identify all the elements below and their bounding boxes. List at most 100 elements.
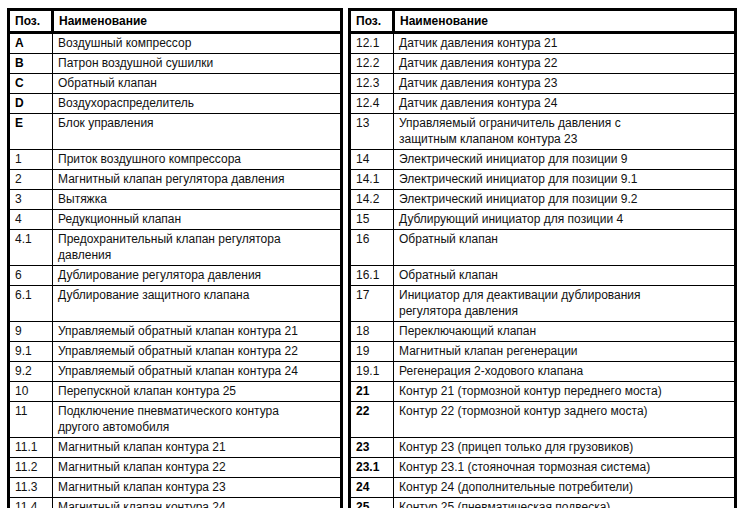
name-cell: Управляемый обратный клапан контура 24 — [53, 362, 342, 382]
left-name-header: Наименование — [53, 10, 342, 33]
pos-cell: 9.2 — [9, 362, 53, 382]
pos-cell: E — [9, 114, 53, 150]
name-cell: Дублирование защитного клапана — [53, 286, 342, 322]
pos-cell: 22 — [350, 402, 394, 438]
document-page: Поз. Наименование Поз. Наименование AВоз… — [0, 0, 741, 508]
left-pos-header: Поз. — [9, 10, 53, 33]
table-row: 9Управляемый обратный клапан контура 211… — [9, 322, 736, 342]
pos-cell: 15 — [350, 210, 394, 230]
pos-cell: 6.1 — [9, 286, 53, 322]
name-cell: Магнитный клапан контура 24 — [53, 498, 342, 508]
name-cell: Магнитный клапан контура 21 — [53, 438, 342, 458]
name-cell: Патрон воздушной сушилки — [53, 54, 342, 74]
pos-cell: 12.3 — [350, 74, 394, 94]
name-cell: Электрический инициатор для позиции 9 — [394, 150, 736, 170]
table-gap — [342, 342, 350, 362]
name-cell: Дублирование регулятора давления — [53, 266, 342, 286]
pos-cell: 14 — [350, 150, 394, 170]
table-row: 11.1Магнитный клапан контура 2123Контур … — [9, 438, 736, 458]
right-pos-header: Поз. — [350, 10, 394, 33]
table-gap — [342, 438, 350, 458]
table-gap — [342, 170, 350, 190]
table-gap — [342, 150, 350, 170]
pos-cell: B — [9, 54, 53, 74]
name-cell: Управляемый обратный клапан контура 21 — [53, 322, 342, 342]
name-cell: Датчик давления контура 24 — [394, 94, 736, 114]
table-row: 9.1Управляемый обратный клапан контура 2… — [9, 342, 736, 362]
pos-cell: 19.1 — [350, 362, 394, 382]
pos-cell: 19 — [350, 342, 394, 362]
table-row: 9.2Управляемый обратный клапан контура 2… — [9, 362, 736, 382]
name-cell: Вытяжка — [53, 190, 342, 210]
table-gap — [342, 322, 350, 342]
table-row: 4Редукционный клапан15Дублирующий инициа… — [9, 210, 736, 230]
name-cell: Обратный клапан — [394, 230, 736, 266]
pos-cell: 17 — [350, 286, 394, 322]
pos-cell: 3 — [9, 190, 53, 210]
table-gap — [342, 498, 350, 508]
table-header-row: Поз. Наименование Поз. Наименование — [9, 10, 736, 33]
table-row: 11.2Магнитный клапан контура 2223.1Конту… — [9, 458, 736, 478]
name-cell: Контур 25 (пневматическая подвеска) — [394, 498, 736, 508]
table-row: CОбратный клапан12.3Датчик давления конт… — [9, 74, 736, 94]
table-row: 3Вытяжка14.2Электрический инициатор для … — [9, 190, 736, 210]
name-cell: Контур 24 (дополнительные потребители) — [394, 478, 736, 498]
pos-cell: 6 — [9, 266, 53, 286]
name-cell: Регенерация 2-ходового клапана — [394, 362, 736, 382]
pos-cell: 12.1 — [350, 33, 394, 54]
table-row: 11.4Магнитный клапан контура 2425Контур … — [9, 498, 736, 508]
table-gap — [342, 10, 350, 33]
table-row: BПатрон воздушной сушилки12.2Датчик давл… — [9, 54, 736, 74]
name-cell: Электрический инициатор для позиции 9.1 — [394, 170, 736, 190]
name-cell: Дублирующий инициатор для позиции 4 — [394, 210, 736, 230]
table-row: DВоздухораспределитель12.4Датчик давлени… — [9, 94, 736, 114]
name-cell: Контур 21 (тормозной контур переднего мо… — [394, 382, 736, 402]
table-gap — [342, 114, 350, 150]
pos-cell: 23 — [350, 438, 394, 458]
table-gap — [342, 210, 350, 230]
pos-cell: 13 — [350, 114, 394, 150]
name-cell: Контур 22 (тормозной контур заднего мост… — [394, 402, 736, 438]
table-gap — [342, 190, 350, 210]
name-cell: Магнитный клапан регенерации — [394, 342, 736, 362]
pos-cell: A — [9, 33, 53, 54]
legend-table: Поз. Наименование Поз. Наименование AВоз… — [7, 8, 737, 508]
right-name-header: Наименование — [394, 10, 736, 33]
name-cell: Переключающий клапан — [394, 322, 736, 342]
name-cell: Обратный клапан — [394, 266, 736, 286]
table-gap — [342, 54, 350, 74]
pos-cell: 10 — [9, 382, 53, 402]
name-cell: Редукционный клапан — [53, 210, 342, 230]
table-row: EБлок управления13Управляемый ограничите… — [9, 114, 736, 150]
pos-cell: 12.4 — [350, 94, 394, 114]
pos-cell: 1 — [9, 150, 53, 170]
pos-cell: 11.4 — [9, 498, 53, 508]
table-row: 2Магнитный клапан регулятора давления14.… — [9, 170, 736, 190]
name-cell: Датчик давления контура 23 — [394, 74, 736, 94]
pos-cell: 16 — [350, 230, 394, 266]
pos-cell: 18 — [350, 322, 394, 342]
pos-cell: 12.2 — [350, 54, 394, 74]
pos-cell: 2 — [9, 170, 53, 190]
table-gap — [342, 362, 350, 382]
name-cell: Управляемый ограничитель давления с защи… — [394, 114, 736, 150]
table-gap — [342, 33, 350, 54]
name-cell: Магнитный клапан регулятора давления — [53, 170, 342, 190]
pos-cell: 4.1 — [9, 230, 53, 266]
pos-cell: 11.2 — [9, 458, 53, 478]
table-gap — [342, 458, 350, 478]
pos-cell: 24 — [350, 478, 394, 498]
table-gap — [342, 478, 350, 498]
pos-cell: 21 — [350, 382, 394, 402]
pos-cell: 11.1 — [9, 438, 53, 458]
name-cell: Электрический инициатор для позиции 9.2 — [394, 190, 736, 210]
name-cell: Управляемый обратный клапан контура 22 — [53, 342, 342, 362]
pos-cell: 23.1 — [350, 458, 394, 478]
pos-cell: C — [9, 74, 53, 94]
table-gap — [342, 382, 350, 402]
pos-cell: 16.1 — [350, 266, 394, 286]
table-row: 6Дублирование регулятора давления 16.1Обр… — [9, 266, 736, 286]
name-cell: Перепускной клапан контура 25 — [53, 382, 342, 402]
table-gap — [342, 286, 350, 322]
name-cell: Магнитный клапан контура 23 — [53, 478, 342, 498]
